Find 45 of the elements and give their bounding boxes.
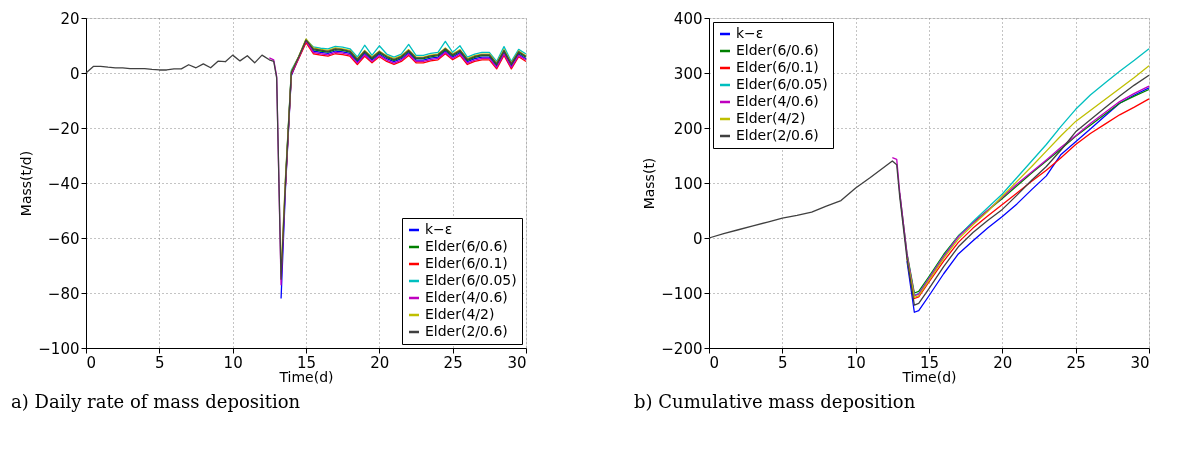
legend-label: Elder(4/0.6) (736, 93, 819, 109)
x-tick-label: 5 (155, 353, 165, 372)
y-tick-label: 300 (673, 64, 703, 83)
x-tick-label: 20 (993, 353, 1013, 372)
x-tick-label: 25 (1066, 353, 1086, 372)
legend-label: Elder(6/0.6) (736, 42, 819, 58)
y-axis-title: Mass(t/d) (18, 150, 35, 217)
legend-label: Elder(4/2) (736, 110, 806, 126)
y-tick-label: −40 (47, 174, 80, 193)
text: b) Cumulative mass deposition (634, 391, 916, 412)
y-tick-label: 20 (60, 9, 80, 28)
legend-label: Elder(6/0.1) (425, 255, 508, 271)
y-tick-label: −80 (47, 284, 80, 303)
legend-label: k−ε (425, 221, 453, 237)
legend-label: Elder(4/2) (425, 306, 495, 322)
y-tick-label: 0 (69, 64, 80, 83)
y-tick-label: 100 (673, 174, 703, 193)
y-tick-label: −100 (661, 284, 703, 303)
text: a) Daily rate of mass deposition (11, 391, 301, 412)
legend-label: k−ε (736, 25, 764, 41)
legend-label: Elder(2/0.6) (425, 323, 508, 339)
x-tick-label: 0 (709, 353, 720, 372)
legend-label: Elder(4/0.6) (425, 289, 508, 305)
y-tick-label: −20 (47, 119, 80, 138)
y-tick-label: 200 (673, 119, 703, 138)
legend-label: Elder(6/0.05) (736, 76, 828, 92)
y-tick-label: −200 (661, 339, 703, 358)
y-tick-label: −100 (38, 339, 80, 358)
legend-label: Elder(2/0.6) (736, 127, 819, 143)
x-tick-label: 10 (846, 353, 866, 372)
y-tick-label: −60 (47, 229, 80, 248)
legend-label: Elder(6/0.1) (736, 59, 819, 75)
x-tick-label: 25 (443, 353, 463, 372)
x-tick-label: 5 (778, 353, 788, 372)
x-tick-label: 10 (223, 353, 243, 372)
y-axis-title: Mass(t) (641, 157, 658, 210)
y-tick-label: 400 (673, 9, 703, 28)
line-series (708, 74, 1150, 306)
x-tick-label: 30 (507, 353, 527, 372)
x-tick-label: 0 (86, 353, 97, 372)
legend-label: Elder(6/0.05) (425, 272, 517, 288)
x-tick-label: 20 (370, 353, 390, 372)
x-tick-label: 30 (1130, 353, 1150, 372)
y-tick-label: 0 (692, 229, 703, 248)
legend-label: Elder(6/0.6) (425, 238, 508, 254)
